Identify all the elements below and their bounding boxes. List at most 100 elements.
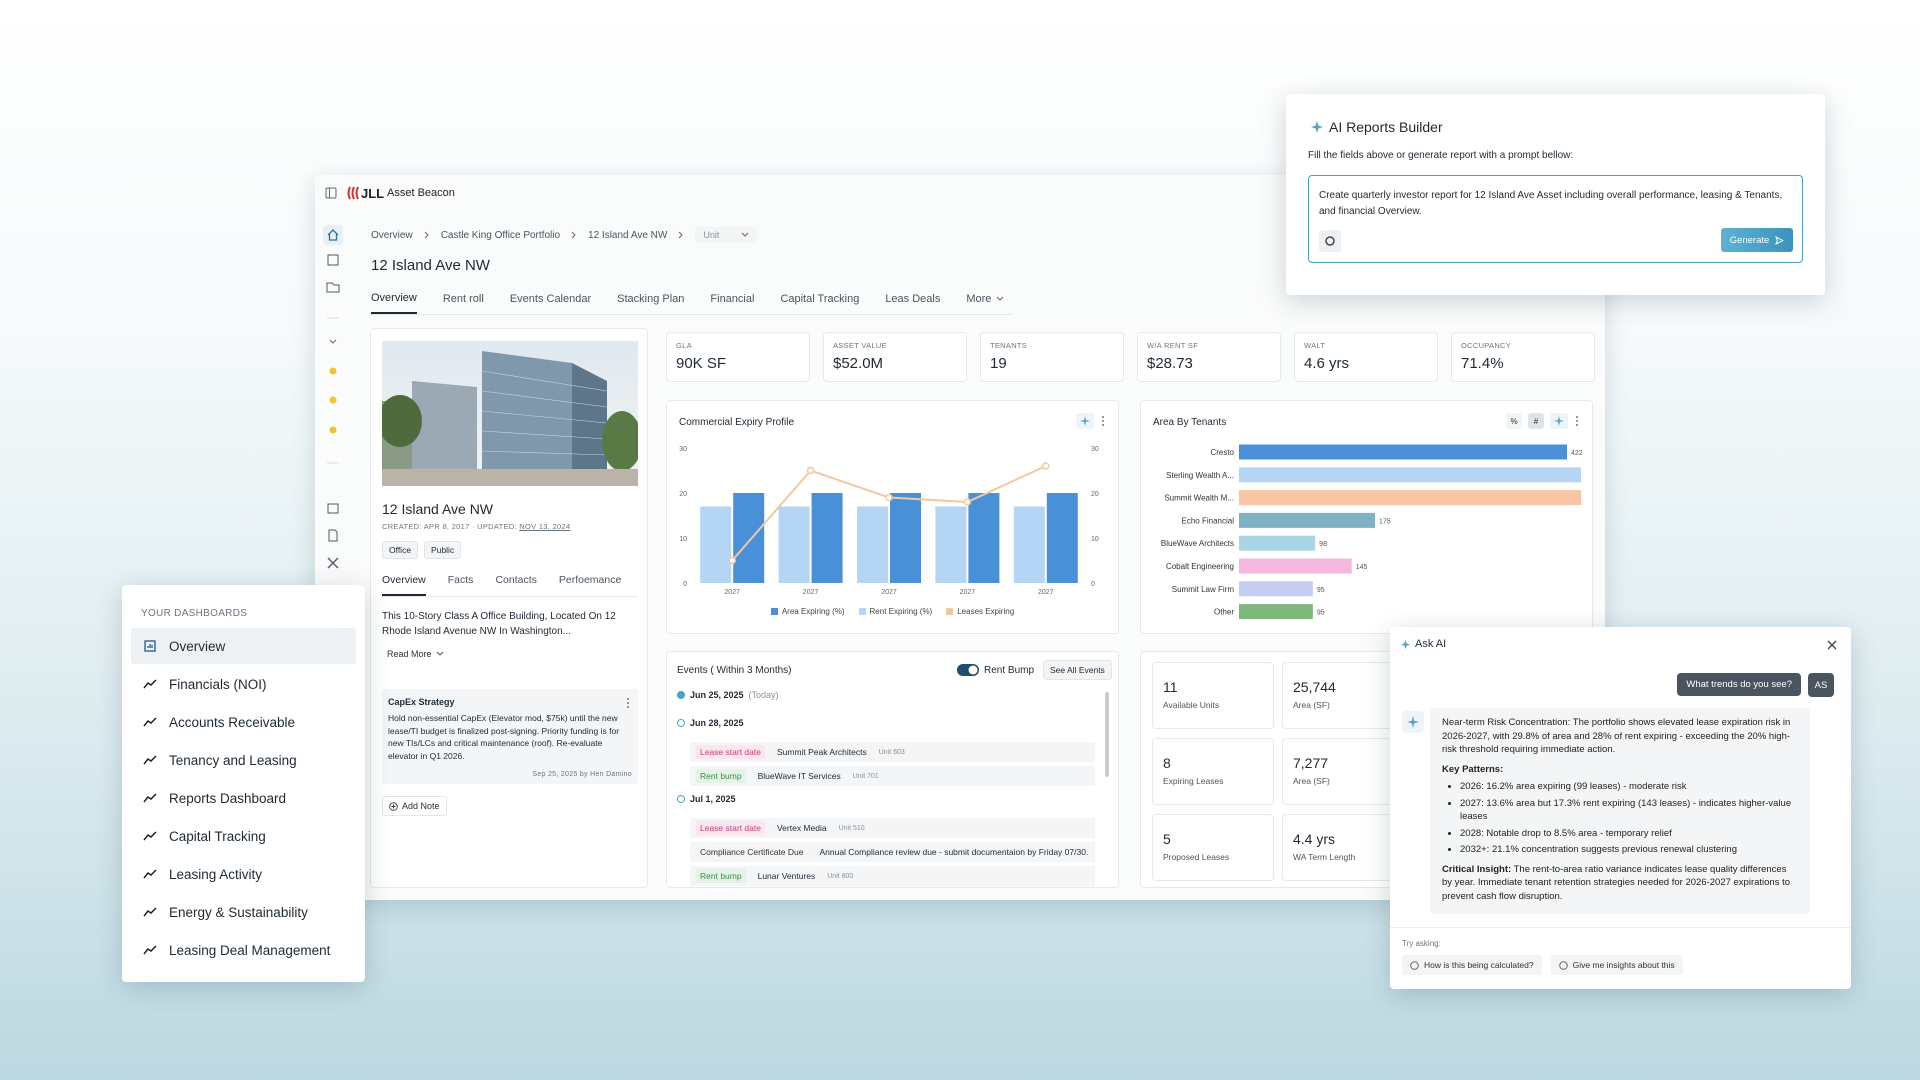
read-more[interactable]: Read More xyxy=(387,649,432,659)
chart-title: Area By Tenants xyxy=(1153,417,1227,428)
chevron-path xyxy=(678,231,684,239)
folder-icon[interactable] xyxy=(326,282,340,293)
stat-cell: 4.4 yrs WA Term Length xyxy=(1282,814,1404,881)
insight-label: Critical Insight: xyxy=(1442,863,1512,875)
rent-bump-toggle[interactable] xyxy=(957,664,979,676)
bar xyxy=(778,506,810,583)
dashboard-item[interactable]: Accounts Receivable xyxy=(131,704,356,740)
expand-icon[interactable] xyxy=(329,339,337,344)
favorite[interactable] xyxy=(329,426,337,434)
close-button[interactable] xyxy=(1827,640,1837,650)
tab-label: Rent roll xyxy=(442,293,484,305)
unit-select[interactable]: Unit xyxy=(695,227,758,243)
chevron-path xyxy=(571,231,576,239)
nav-rail xyxy=(323,225,343,569)
toggle[interactable]: % xyxy=(1506,413,1522,429)
property-tab[interactable]: Overview xyxy=(382,574,426,596)
event-unit: Unit 510 xyxy=(838,824,865,832)
chart-actions: % # xyxy=(1506,413,1580,429)
dashboard-label: Financials (NOI) xyxy=(169,676,267,692)
property-tab[interactable]: Contacts xyxy=(495,574,537,586)
crumb[interactable]: Castle King Office Portfolio xyxy=(440,229,561,241)
y-tick-label: 0 xyxy=(683,581,687,588)
dashboard-item[interactable]: Leasing Activity xyxy=(131,856,356,892)
event-name: BlueWave IT Services xyxy=(757,771,841,781)
dashboard-item[interactable]: Reports Dashboard xyxy=(131,780,356,816)
legend-swatch xyxy=(770,608,778,615)
help-icon xyxy=(1558,960,1568,970)
tab[interactable]: Capital Tracking xyxy=(780,292,859,314)
dashboard-item[interactable]: Leasing Deal Management xyxy=(131,932,356,968)
tab[interactable]: Overview xyxy=(371,292,417,314)
note-menu[interactable] xyxy=(626,697,630,709)
prompt-box[interactable]: Create quarterly investor report for 12 … xyxy=(1308,175,1803,263)
event-date-row: Jun 28, 2025 xyxy=(677,718,744,728)
value-label: 422 xyxy=(1571,450,1583,457)
generate-button[interactable]: Generate xyxy=(1721,228,1793,252)
events-card: Events ( Within 3 Months) Rent Bump See … xyxy=(666,651,1119,888)
favorite[interactable] xyxy=(329,396,337,404)
settings-button[interactable] xyxy=(1319,230,1341,252)
add-note: Add Note xyxy=(402,801,440,811)
suggestion[interactable]: Give me insights about this xyxy=(1550,955,1683,975)
dashboard-icon xyxy=(143,717,157,727)
home-icon[interactable] xyxy=(327,229,339,241)
add-note-button[interactable]: Add Note xyxy=(382,796,447,816)
chart-actions xyxy=(1076,413,1106,429)
bar xyxy=(968,493,1000,583)
y-tick-label: 30 xyxy=(679,446,687,453)
tab[interactable]: Leas Deals xyxy=(885,292,940,314)
bot-icon xyxy=(1402,711,1424,733)
note-title: CapEx Strategy xyxy=(388,697,455,707)
tab[interactable]: Stacking Plan xyxy=(617,292,684,314)
x-tick-label: 2027 xyxy=(803,589,819,596)
x-tick-label: 2027 xyxy=(960,589,976,596)
kpi-value: 71.4% xyxy=(1461,355,1504,372)
app-window: JLL Asset Beacon Overview Castle King Off… xyxy=(315,175,1605,900)
document-icon[interactable] xyxy=(328,529,338,542)
tools-icon[interactable] xyxy=(327,557,339,569)
tab[interactable]: More xyxy=(966,292,1004,314)
chart-menu[interactable] xyxy=(1574,415,1580,427)
suggestion[interactable]: How is this being calculated? xyxy=(1402,955,1542,975)
toggle[interactable]: # xyxy=(1528,413,1544,429)
pattern: 2027: 13.6% area but 17.3% rent expiring… xyxy=(1460,797,1798,824)
crumb[interactable]: 12 Island Ave NW xyxy=(588,229,668,241)
chevron xyxy=(741,232,749,237)
event-unit: Unit 603 xyxy=(878,748,905,756)
sidebar-toggle[interactable] xyxy=(325,187,337,199)
note: CapEx Strategy Hold non-essential CapEx … xyxy=(382,689,638,784)
dashboard-item[interactable]: Financials (NOI) xyxy=(131,666,356,702)
icon-path xyxy=(143,907,157,917)
favorite[interactable] xyxy=(329,367,337,375)
property-tab[interactable]: Perfoemance xyxy=(558,574,622,586)
stat-value: 8 xyxy=(1163,755,1171,771)
dashboard-item[interactable]: Energy & Sustainability xyxy=(131,894,356,930)
kpi-value: $52.0M xyxy=(833,355,884,372)
dashboard-label: Accounts Receivable xyxy=(169,714,296,730)
chart-menu[interactable] xyxy=(1100,415,1106,427)
category-label: Cresto xyxy=(1210,448,1234,457)
tab[interactable]: Financial xyxy=(710,292,754,314)
kpi-card: W/A RENT SF $28.73 xyxy=(1137,332,1281,382)
dashboard-item[interactable]: Tenancy and Leasing xyxy=(131,742,356,778)
legend-item: Rent Expiring (%) xyxy=(858,607,932,616)
buildings-icon[interactable] xyxy=(327,254,339,266)
ai-button[interactable] xyxy=(1550,413,1568,429)
chevron-path xyxy=(424,231,429,239)
tab[interactable]: Events Calendar xyxy=(510,292,591,314)
legend-swatch xyxy=(946,608,954,615)
ai-button[interactable] xyxy=(1076,413,1094,429)
property-tab[interactable]: Facts xyxy=(447,574,474,586)
crumb[interactable]: Overview xyxy=(371,229,413,241)
tab[interactable]: Rent roll xyxy=(443,292,484,314)
dot xyxy=(1576,424,1578,426)
dashboard-item[interactable]: Overview xyxy=(131,628,356,664)
calendar-icon[interactable] xyxy=(327,503,339,514)
dashboard-item[interactable]: Capital Tracking xyxy=(131,818,356,854)
bar xyxy=(1046,493,1078,583)
dot xyxy=(1102,420,1104,422)
kpi-card: OCCUPANCY 71.4% xyxy=(1451,332,1595,382)
see-all-events[interactable]: See All Events xyxy=(1043,660,1112,680)
suggestion-label: How is this being calculated? xyxy=(1424,960,1534,970)
